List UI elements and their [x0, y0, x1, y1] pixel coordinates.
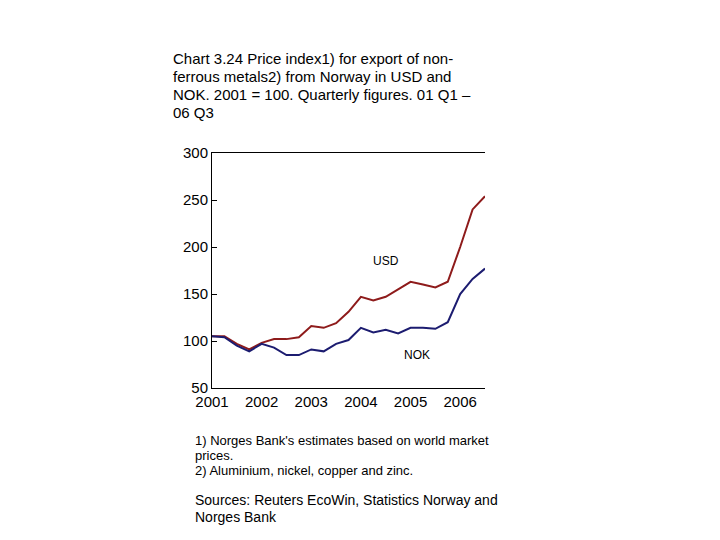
html-text:Chart 3.24 Price index1) for e: Chart 3.24 Price index1) for export of n…	[173, 50, 471, 121]
html-text:2) Aluminium, nickel, copper a: 2) Aluminium, nickel, copper and zinc.	[195, 463, 414, 478]
svg-text:250: 250	[183, 191, 208, 208]
svg-text:USD: USD	[373, 254, 399, 268]
svg-text:2004: 2004	[344, 393, 377, 410]
svg-text:2006: 2006	[443, 393, 476, 410]
svg-text:2005: 2005	[394, 393, 427, 410]
svg-text:2003: 2003	[295, 393, 328, 410]
svg-text:50: 50	[191, 379, 208, 396]
svg-text:150: 150	[183, 285, 208, 302]
svg-text:200: 200	[183, 238, 208, 255]
html-text:1) Norges Bank's estimates bas: 1) Norges Bank's estimates based on worl…	[195, 433, 489, 463]
svg-text:100: 100	[183, 332, 208, 349]
svg-text:2002: 2002	[245, 393, 278, 410]
svg-text:300: 300	[183, 144, 208, 161]
svg-text:2001: 2001	[195, 393, 228, 410]
svg-text:NOK: NOK	[404, 348, 430, 362]
html-text:Sources: Reuters EcoWin, Stati: Sources: Reuters EcoWin, Statistics Norw…	[195, 492, 498, 525]
